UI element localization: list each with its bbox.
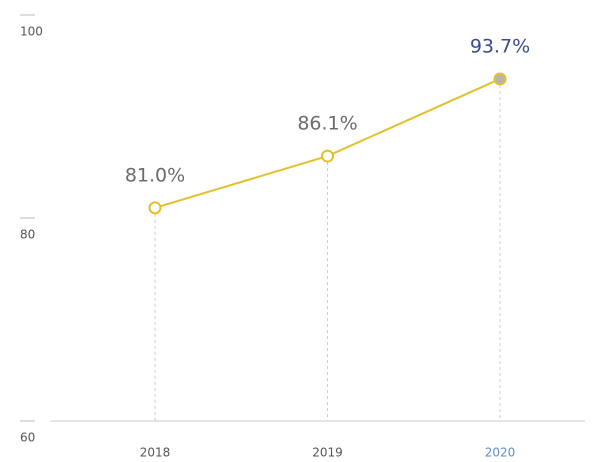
value-label: 81.0% <box>125 164 185 186</box>
y-tick-label: 80 <box>20 228 35 242</box>
x-tick-label: 2019 <box>312 446 343 460</box>
point <box>321 149 334 163</box>
point <box>493 72 507 86</box>
point <box>148 201 162 215</box>
y-tick-label: 60 <box>20 431 35 445</box>
value-label: 93.7% <box>470 35 530 57</box>
y-tick-label: 100 <box>20 25 43 39</box>
x-tick-label: 2018 <box>140 446 171 460</box>
x-tick-label: 2020 <box>485 446 516 460</box>
value-label: 86.1% <box>297 113 357 135</box>
